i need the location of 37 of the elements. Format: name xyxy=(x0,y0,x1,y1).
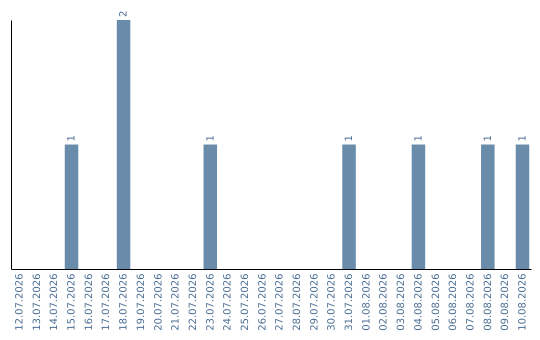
x-tick-label: 25.07.2026 xyxy=(240,274,251,331)
x-tick-label: 18.07.2026 xyxy=(118,274,130,331)
x-tick-label: 14.07.2026 xyxy=(49,274,60,331)
data-label: 1 xyxy=(66,135,78,142)
x-tick-label: 28.07.2026 xyxy=(292,274,304,331)
x-tick-label: 08.08.2026 xyxy=(482,274,494,331)
x-tick-label: 30.07.2026 xyxy=(326,274,338,331)
x-tick-label: 02.08.2026 xyxy=(378,274,390,331)
x-tick-label: 19.07.2026 xyxy=(136,274,147,331)
x-tick-label: 27.07.2026 xyxy=(274,274,286,331)
x-tick-label: 07.08.2026 xyxy=(465,274,476,331)
x-tick-label: 21.07.2026 xyxy=(170,274,182,331)
data-label: 1 xyxy=(482,135,494,142)
x-tick-label: 09.08.2026 xyxy=(500,274,512,331)
data-label: 1 xyxy=(205,135,216,142)
x-tick-label: 20.07.2026 xyxy=(153,274,164,331)
x-tick-label: 06.08.2026 xyxy=(448,274,460,331)
x-tick-label: 01.08.2026 xyxy=(361,274,372,331)
x-tick-label: 15.07.2026 xyxy=(66,274,78,331)
x-tick-label: 22.07.2026 xyxy=(188,274,199,331)
x-tick-label: 12.07.2026 xyxy=(14,274,26,331)
x-tick-label: 29.07.2026 xyxy=(309,274,320,331)
data-label: 1 xyxy=(518,135,528,142)
x-tick-label: 03.08.2026 xyxy=(396,274,408,331)
x-tick-label: 24.07.2026 xyxy=(222,274,234,331)
x-tick-label: 04.08.2026 xyxy=(413,274,424,331)
x-tick-label: 10.08.2026 xyxy=(518,274,528,331)
x-tick-label: 23.07.2026 xyxy=(205,274,216,331)
x-tick-label: 13.07.2026 xyxy=(32,274,43,331)
data-label: 1 xyxy=(413,135,424,142)
data-label: 2 xyxy=(118,10,130,17)
data-label: 1 xyxy=(344,135,356,142)
x-tick-label: 31.07.2026 xyxy=(344,274,356,331)
x-tick-label: 17.07.2026 xyxy=(101,274,112,331)
x-tick-label: 16.07.2026 xyxy=(84,274,95,331)
x-tick-label: 05.08.2026 xyxy=(430,274,442,331)
x-tick-label: 26.07.2026 xyxy=(257,274,268,331)
